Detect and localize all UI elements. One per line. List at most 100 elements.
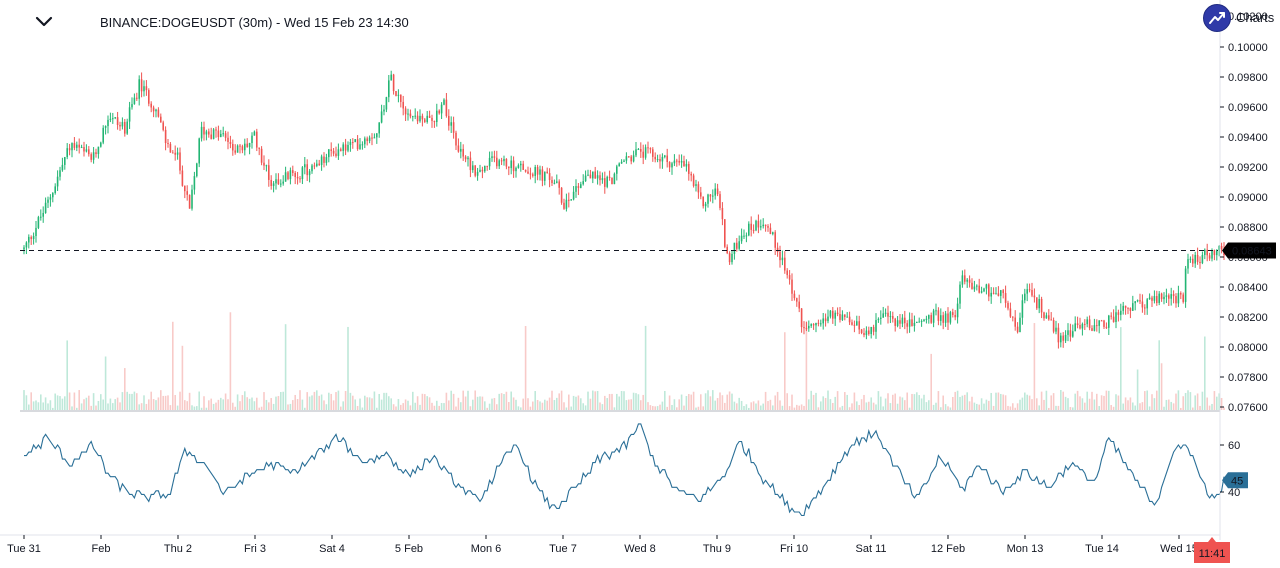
candle-body: [635, 149, 637, 156]
candle-body: [126, 121, 128, 134]
volume-bar: [911, 393, 913, 410]
candle-body: [436, 110, 438, 123]
volume-bar: [1096, 393, 1098, 410]
volume-bar: [246, 397, 248, 410]
volume-bar: [875, 404, 877, 410]
volume-bar: [1206, 397, 1208, 410]
candle-body: [1189, 258, 1192, 260]
price-axis[interactable]: 0.10000 0.09800 0.09600 0.09400 0.09200 0.090…: [1219, 0, 1276, 540]
candle-body: [680, 161, 683, 163]
candle-body: [330, 149, 332, 151]
candle-body: [1072, 331, 1074, 337]
candle-body: [604, 178, 606, 187]
volume-bar: [450, 390, 452, 410]
candle-body: [172, 152, 174, 154]
volume-bar: [361, 407, 364, 410]
candle-body: [1009, 308, 1012, 317]
candle-body: [294, 172, 296, 178]
volume-bar: [23, 390, 25, 410]
time-tick-label: Tue 14: [1085, 543, 1119, 555]
candle-body: [200, 126, 203, 139]
candle-body: [848, 316, 851, 323]
volume-bar: [436, 400, 438, 410]
volume-bar: [76, 407, 78, 410]
volume-bar: [1026, 394, 1028, 410]
candle-body: [1141, 301, 1144, 308]
candle-body: [1160, 293, 1163, 300]
candle-body: [868, 330, 870, 335]
volume-bar: [764, 391, 767, 410]
volume-bar: [1019, 399, 1021, 410]
candle-body: [37, 217, 40, 228]
volume-bar: [1108, 390, 1110, 410]
volume-bar: [1201, 391, 1204, 410]
volume-bar: [527, 398, 529, 410]
volume-bar: [604, 395, 606, 410]
volume-bar: [140, 403, 143, 410]
candle-body: [234, 150, 236, 153]
candle-body: [661, 156, 664, 162]
volume-bar: [352, 395, 354, 410]
candle-body: [690, 173, 692, 176]
time-axis[interactable]: Tue 31 Feb Thu 2 Fri 3 Sat 4 5 Feb Mon 6 Tue 7 W…: [0, 534, 1230, 563]
volume-bar: [472, 399, 474, 410]
volume-bar: [983, 403, 985, 410]
volume-bar: [978, 404, 980, 410]
volume-bar: [244, 391, 246, 410]
collapse-button[interactable]: [32, 12, 56, 32]
candle-body: [1165, 295, 1168, 297]
candle-body: [114, 117, 116, 119]
candle-body: [978, 285, 980, 293]
candle-body: [296, 177, 299, 179]
volume-bar: [496, 404, 498, 410]
candle-body: [779, 251, 781, 261]
candle-body: [628, 156, 630, 158]
volume-bar: [820, 401, 822, 410]
volume-bar: [731, 393, 733, 410]
volume-bar: [851, 403, 853, 410]
candle-body: [424, 119, 426, 122]
volume-bar: [52, 407, 54, 410]
candle-body: [184, 185, 186, 192]
candle-body: [311, 165, 313, 172]
volume-bar: [863, 394, 865, 410]
volume-bar: [632, 392, 635, 410]
candle-body: [760, 226, 762, 228]
candle-body: [527, 171, 529, 174]
candle-body: [431, 117, 433, 121]
volume-bar: [539, 401, 541, 410]
volume-bar: [572, 395, 575, 410]
volume-bar: [181, 345, 184, 410]
candle-body: [299, 178, 301, 180]
candle-body: [1172, 294, 1175, 297]
candle-body: [1043, 312, 1045, 319]
volume-bar: [935, 402, 937, 410]
volume-bar: [1052, 393, 1055, 410]
volume-bar: [642, 394, 644, 410]
candle-body: [515, 167, 517, 172]
volume-bar: [270, 398, 272, 410]
candle-body: [896, 320, 899, 326]
volume-bar: [152, 399, 155, 410]
candle-body: [1045, 315, 1048, 319]
candle-body: [176, 152, 179, 155]
volume-bar: [817, 407, 820, 410]
current-time-label-text: 11:41: [1199, 548, 1226, 560]
volume-bar: [656, 406, 659, 410]
candle-body: [949, 312, 952, 323]
volume-bar: [558, 393, 560, 410]
candle-body: [1134, 301, 1136, 304]
volume-bar: [289, 403, 292, 410]
candle-body: [464, 156, 467, 160]
volume-bar: [150, 391, 152, 410]
candle-body: [685, 163, 688, 167]
volume-bar: [323, 400, 325, 410]
candle-body: [983, 288, 985, 292]
candle-body: [570, 199, 572, 201]
volume-bar: [268, 402, 270, 410]
volume-bar: [416, 396, 419, 410]
tradingview-logo[interactable]: [1203, 4, 1231, 32]
volume-bar: [176, 405, 179, 410]
